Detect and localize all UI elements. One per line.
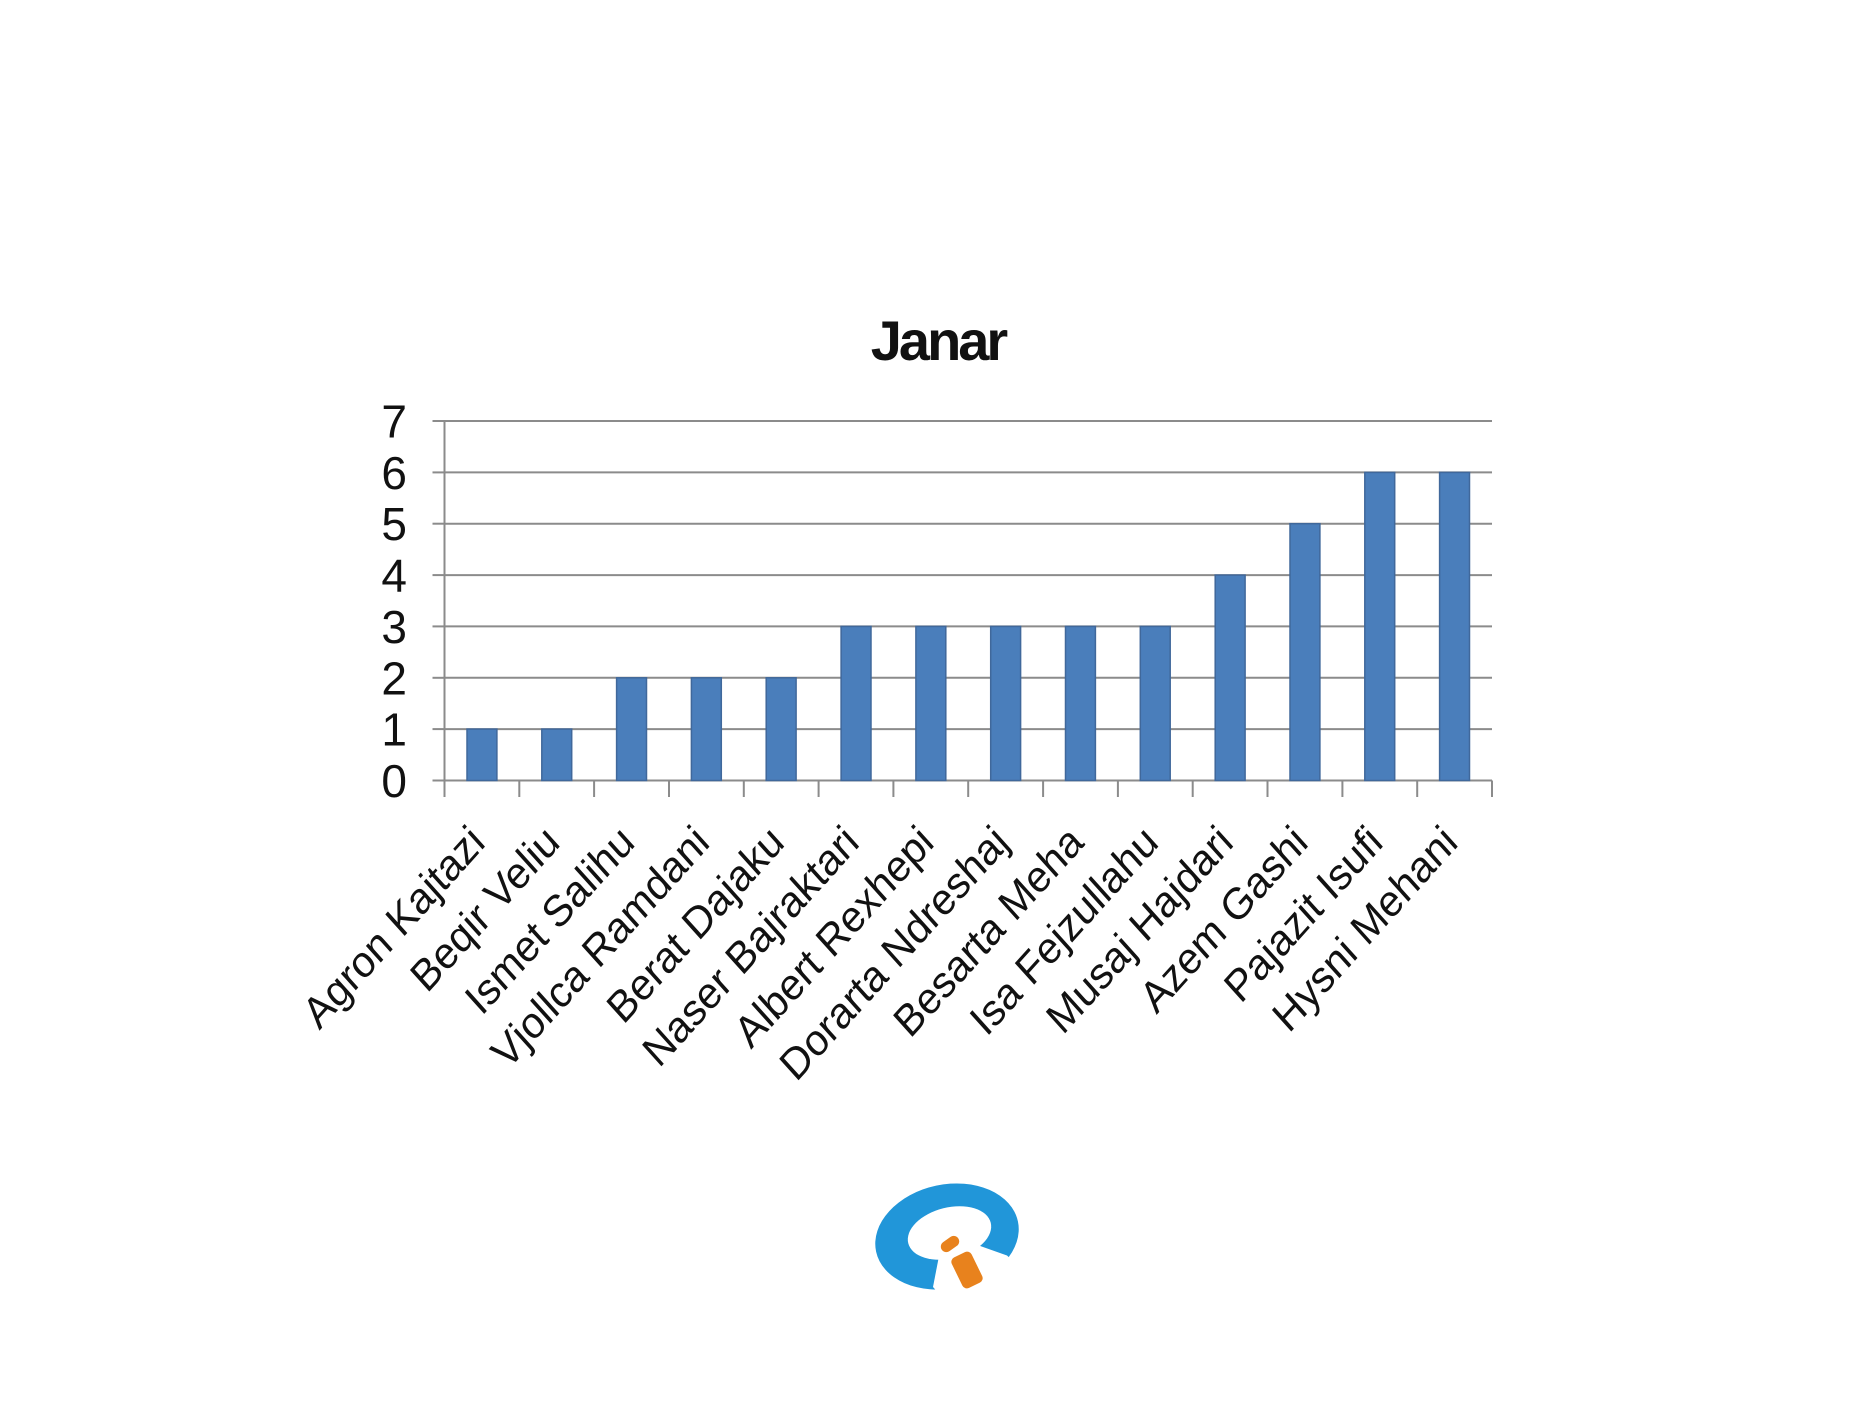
svg-text:2: 2 bbox=[381, 652, 407, 704]
svg-text:1: 1 bbox=[381, 704, 407, 756]
svg-text:Janar: Janar bbox=[871, 309, 1008, 372]
svg-text:3: 3 bbox=[381, 601, 407, 653]
svg-text:4: 4 bbox=[381, 550, 407, 602]
svg-text:0: 0 bbox=[381, 755, 407, 807]
svg-text:7: 7 bbox=[381, 396, 407, 448]
svg-text:6: 6 bbox=[381, 447, 407, 499]
svg-text:5: 5 bbox=[381, 498, 407, 550]
